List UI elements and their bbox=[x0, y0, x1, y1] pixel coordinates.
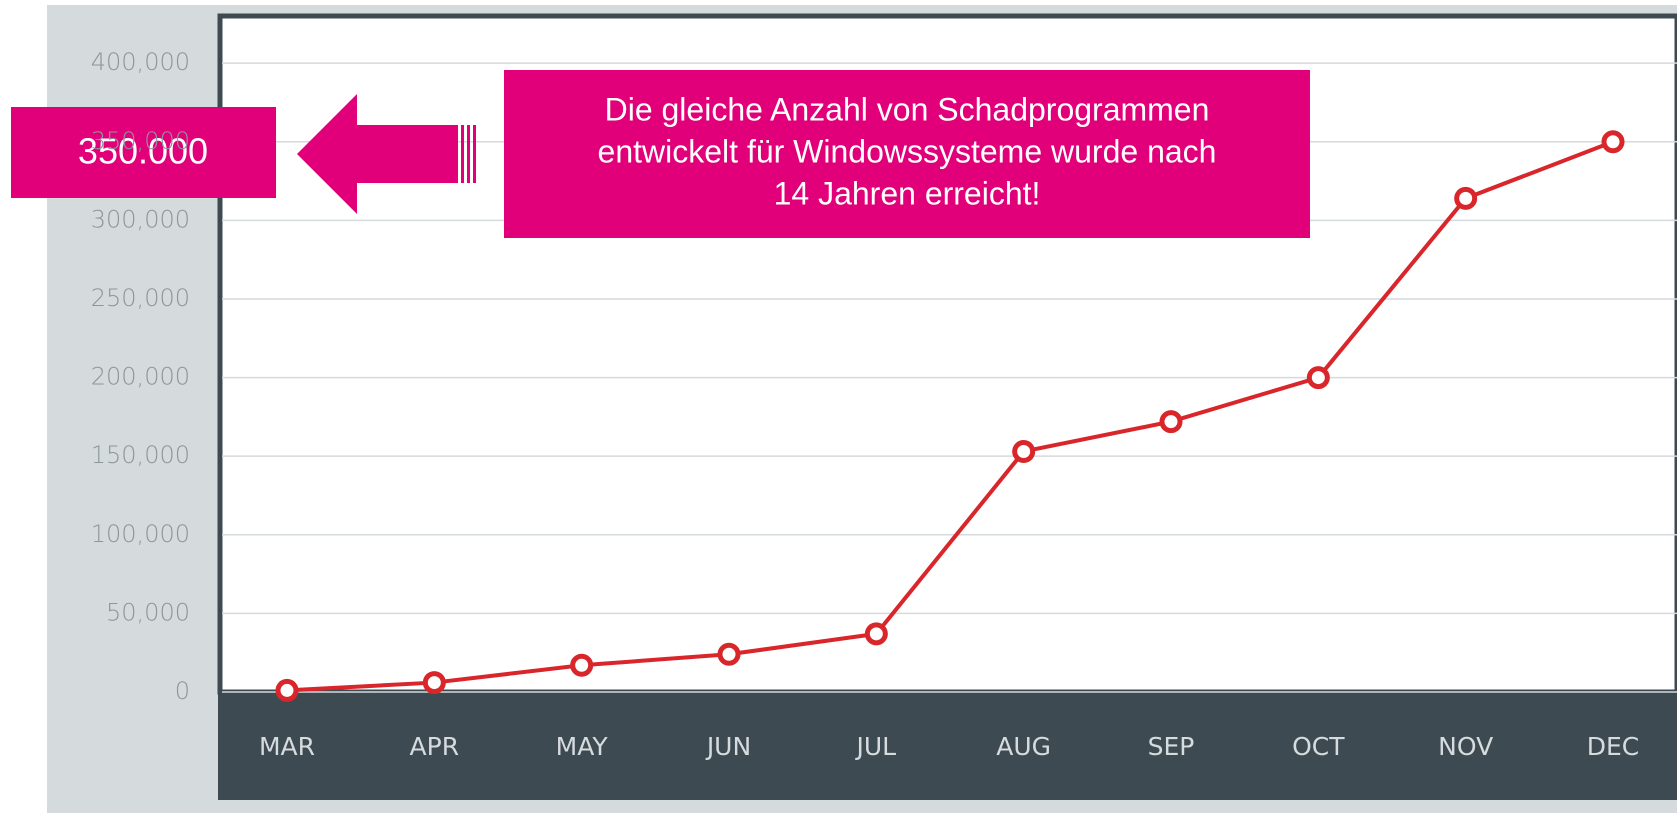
x-tick-label: SEP bbox=[1148, 732, 1195, 761]
x-tick-label: MAY bbox=[556, 732, 609, 761]
y-tick-label: 350,000 bbox=[91, 127, 190, 155]
y-tick-label: 200,000 bbox=[91, 363, 190, 391]
x-tick-label: JUN bbox=[705, 732, 751, 761]
line bbox=[286, 139, 1614, 693]
y-tick-label: 150,000 bbox=[91, 441, 190, 469]
x-tick-label: AUG bbox=[996, 732, 1051, 761]
y-tick-label: 400,000 bbox=[91, 48, 190, 76]
point bbox=[864, 622, 888, 646]
point bbox=[422, 671, 446, 695]
x-tick-label: DEC bbox=[1587, 732, 1640, 761]
y-tick-label: 100,000 bbox=[91, 520, 190, 548]
y-tick-label: 50,000 bbox=[106, 598, 190, 626]
arrow-stripe bbox=[473, 125, 476, 183]
y-tick-label: 0 bbox=[175, 677, 190, 705]
point bbox=[1159, 410, 1183, 434]
arrow-stripe bbox=[467, 125, 470, 183]
point bbox=[1306, 366, 1330, 390]
x-tick-label: JUL bbox=[855, 732, 897, 761]
point bbox=[275, 678, 299, 702]
x-tick-label: NOV bbox=[1438, 732, 1493, 761]
callout-text: 14 Jahren erreicht! bbox=[774, 175, 1041, 211]
highlight-box bbox=[11, 107, 276, 198]
point bbox=[1601, 130, 1625, 154]
arrow bbox=[297, 94, 458, 214]
highlight-label: 350.000 bbox=[78, 131, 208, 172]
point bbox=[570, 653, 594, 677]
callout-text: Die gleiche Anzahl von Schadprogrammen bbox=[605, 91, 1210, 127]
callout-text: entwickelt für Windowssysteme wurde nach bbox=[598, 133, 1217, 169]
callout-box bbox=[504, 70, 1310, 238]
y-tick-label: 300,000 bbox=[91, 205, 190, 233]
point bbox=[1454, 186, 1478, 210]
callout: Die gleiche Anzahl von Schadprogrammen en… bbox=[598, 91, 1217, 211]
y-tick-label: 250,000 bbox=[91, 284, 190, 312]
x-axis-band bbox=[218, 692, 1677, 800]
arrow-stripe bbox=[461, 125, 464, 183]
x-tick-label: APR bbox=[410, 732, 460, 761]
x-tick-label: MAR bbox=[259, 732, 315, 761]
x-tick-label: OCT bbox=[1292, 732, 1345, 761]
marks bbox=[275, 130, 1625, 702]
point bbox=[717, 642, 741, 666]
point bbox=[1012, 439, 1036, 463]
